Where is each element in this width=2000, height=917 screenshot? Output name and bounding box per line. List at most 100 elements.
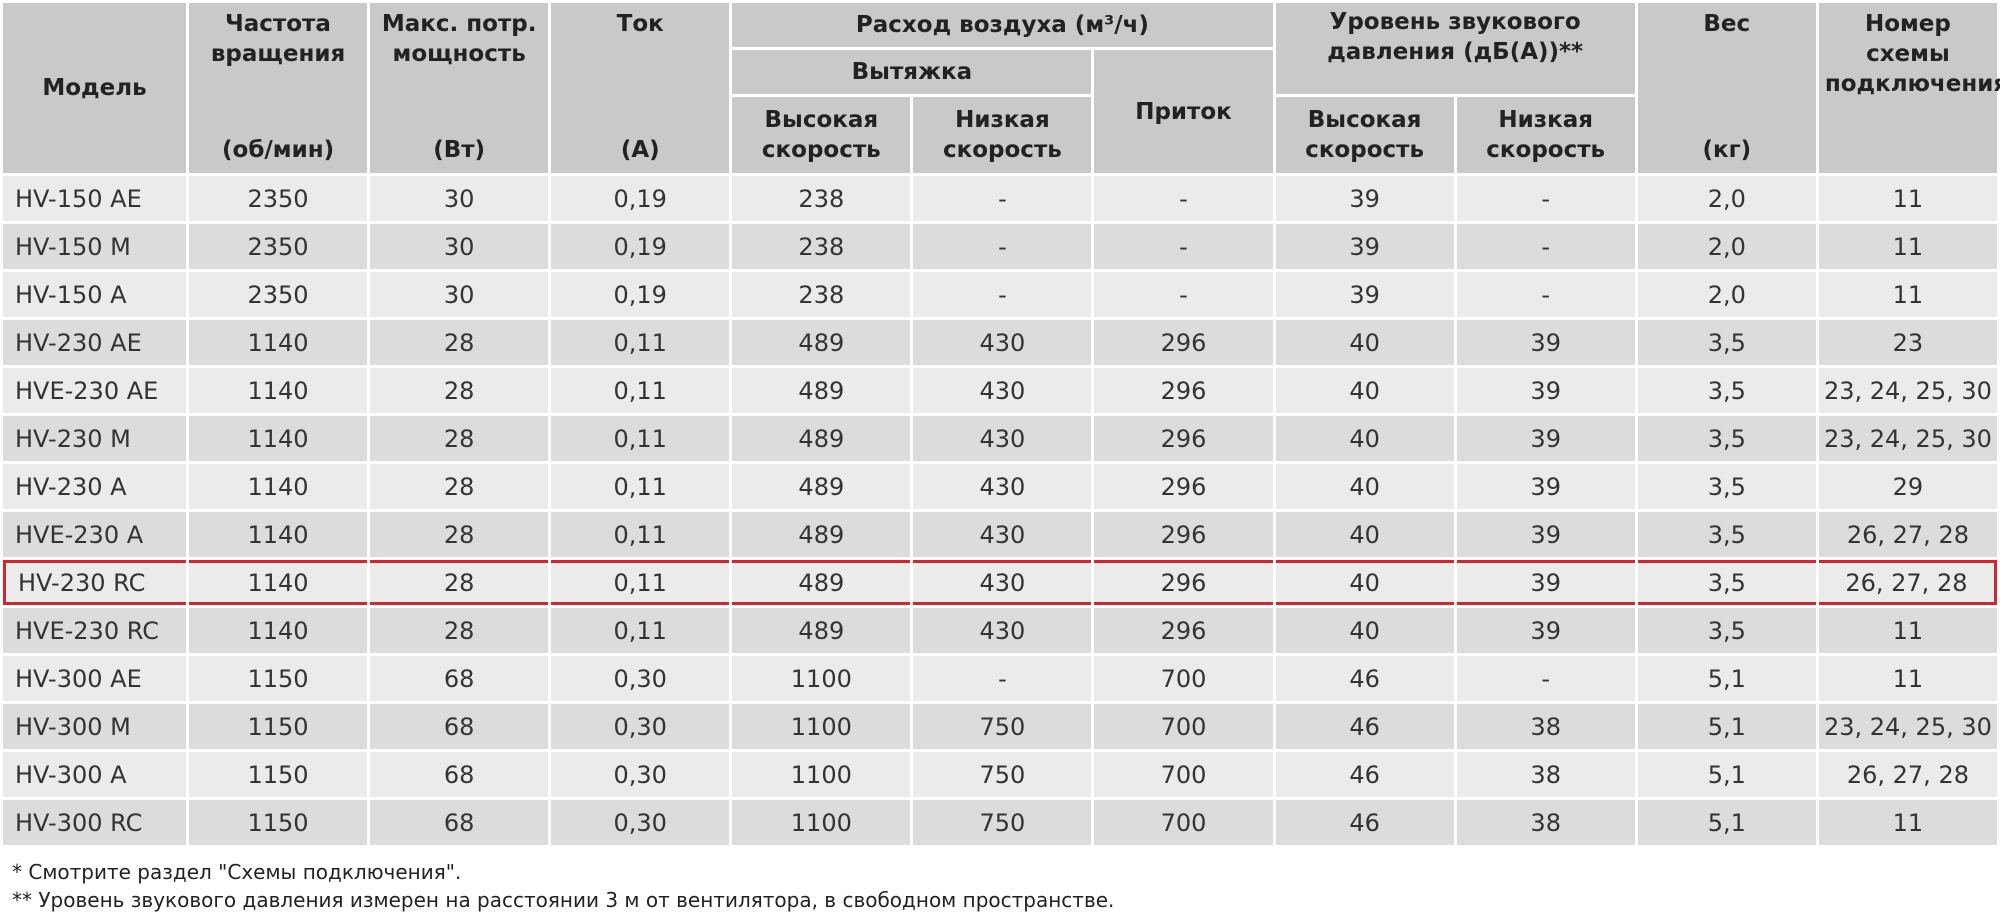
table-row: HV-150 AE 2350 30 0,19 238- -39-2,0 11 (3, 176, 1997, 221)
table-cell: 28 (370, 464, 549, 509)
table-cell: HV-230 A (3, 464, 186, 509)
table-cell: - (1094, 224, 1273, 269)
table-cell: 46 (1275, 800, 1454, 845)
table-cell: 40 (1275, 608, 1454, 653)
spec-table: Модель Частота вращения (об/мин) Макс. по… (3, 3, 2000, 845)
table-cell: 11 (1818, 608, 1997, 653)
table-cell: 430 (913, 560, 1092, 605)
table-row: HV-300 A 1150 68 0,30 1100 750 700 46 38 5,1 26, 2… (3, 752, 1997, 797)
table-cell: 1100 (732, 656, 911, 701)
table-cell: HV-150 M (3, 224, 186, 269)
table-cell: 30 (370, 176, 549, 221)
table-cell: HV-300 AE (3, 656, 186, 701)
table-cell: 1100 (732, 704, 911, 749)
table-cell: 46 (1275, 704, 1454, 749)
table-cell: 0,11 (551, 416, 730, 461)
table-cell: HV-300 A (3, 752, 186, 797)
table-cell: - (913, 176, 1092, 221)
table-cell: 750 (913, 752, 1092, 797)
table-cell: 2350 (189, 224, 368, 269)
header-label: Частота вращения (210, 11, 346, 67)
table-cell: 28 (370, 512, 549, 557)
table-cell: 68 (370, 656, 549, 701)
table-cell: 1140 (189, 512, 368, 557)
table-cell: 5,1 (1637, 752, 1816, 797)
table-cell: HV-230 M (3, 416, 186, 461)
table-cell: 238 (732, 272, 911, 317)
table-row: HV-150 A 2350 30 0,19 238- -39-2,0 11 (3, 272, 1997, 317)
table-cell: HV-300 M (3, 704, 186, 749)
table-cell: HV-230 RC (3, 560, 186, 605)
table-cell: 489 (732, 416, 911, 461)
table-header: Модель Частота вращения (об/мин) Макс. по… (3, 3, 2000, 173)
table-cell: 28 (370, 608, 549, 653)
table-cell: 3,5 (1637, 320, 1816, 365)
table-cell: 1100 (732, 800, 911, 845)
table-cell: 40 (1275, 320, 1454, 365)
table-cell: 5,1 (1637, 800, 1816, 845)
table-cell: 39 (1456, 368, 1635, 413)
table-cell: 3,5 (1637, 368, 1816, 413)
table-cell: 296 (1094, 416, 1273, 461)
table-cell: 296 (1094, 560, 1273, 605)
table-cell: 40 (1275, 464, 1454, 509)
table-cell: 23, 24, 25, 30 (1818, 704, 1997, 749)
table-cell: - (913, 656, 1092, 701)
table-cell: HVE-230 AE (3, 368, 186, 413)
table-cell: HV-300 RC (3, 800, 186, 845)
table-cell: 0,19 (551, 224, 730, 269)
table-cell: 2350 (189, 176, 368, 221)
table-cell: 23 (1818, 320, 1997, 365)
footnotes: * Смотрите раздел "Схемы подключения". *… (12, 858, 1114, 914)
table-cell: 0,30 (551, 800, 730, 845)
table-cell: 39 (1456, 560, 1635, 605)
table-row: HV-300 AE 1150 68 0,30 1100-700 46-5,1 11 (3, 656, 1997, 701)
table-cell: 38 (1456, 800, 1635, 845)
table-cell: - (1456, 224, 1635, 269)
table-cell: 40 (1275, 512, 1454, 557)
table-cell: 0,11 (551, 608, 730, 653)
header-cell: Макс. потр. мощность (Вт) (370, 3, 549, 173)
table-cell: 68 (370, 800, 549, 845)
table-cell: - (1094, 272, 1273, 317)
table-cell: 3,5 (1637, 560, 1816, 605)
table-cell: 430 (913, 464, 1092, 509)
table-cell: 11 (1818, 800, 1997, 845)
table-cell: 700 (1094, 704, 1273, 749)
header-cell: Низкая скорость (913, 97, 1092, 173)
table-cell: - (1094, 176, 1273, 221)
table-cell: 28 (370, 416, 549, 461)
header-cell: Расход воздуха (м³/ч) (732, 3, 1273, 47)
table-cell: 2,0 (1637, 176, 1816, 221)
header-cell: Вытяжка (732, 50, 1092, 94)
header-cell: Высокая скорость (1275, 97, 1454, 173)
header-row: Вытяжка Приток (3, 50, 1997, 173)
header-cell: Модель (3, 3, 186, 173)
table-cell: 430 (913, 416, 1092, 461)
table-cell: 40 (1275, 560, 1454, 605)
table-cell: 39 (1275, 272, 1454, 317)
header-cell: Номер схемы подключения* (1818, 3, 2000, 173)
table-cell: 28 (370, 320, 549, 365)
table-row: HV-230 M 1140 28 0,11 489 430 296 40 39 3,5 23, 24… (3, 416, 1997, 461)
table-body: HV-150 AE 2350 30 0,19 238- -39-2,0 11 HV-150 M… (3, 176, 1997, 845)
table-cell: 11 (1818, 176, 1997, 221)
table-cell: 489 (732, 560, 911, 605)
table-cell: 68 (370, 752, 549, 797)
header-cell: Частота вращения (об/мин) (189, 3, 368, 173)
table-row: HVE-230 RC 1140 28 0,11 489 430 296 40 39 3,5 11 (3, 608, 1997, 653)
header-row: Высокая скорость Низкая скорость Высокая… (3, 97, 1997, 173)
table-cell: 1150 (189, 800, 368, 845)
table-cell: 296 (1094, 512, 1273, 557)
header-cell: Приток (1094, 50, 1273, 173)
table-cell: 489 (732, 464, 911, 509)
table-cell: 1150 (189, 704, 368, 749)
table-cell: 238 (732, 176, 911, 221)
table-cell: 46 (1275, 656, 1454, 701)
table-cell: 489 (732, 512, 911, 557)
header-unit: (об/мин) (222, 137, 335, 163)
table-cell: 38 (1456, 752, 1635, 797)
table-row: HVE-230 AE 1140 28 0,11 489 430 296 40 39 3,5 23, … (3, 368, 1997, 413)
table-row: HV-300 RC 1150 68 0,30 1100 750 700 46 38 5,1 11 (3, 800, 1997, 845)
table-cell: 430 (913, 320, 1092, 365)
